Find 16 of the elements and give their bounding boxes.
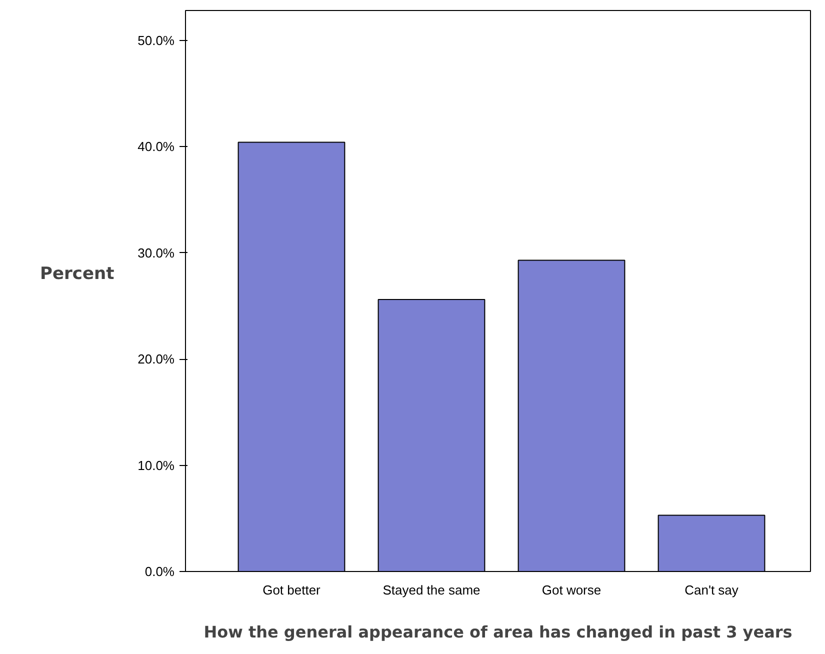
y-tick-label: 10.0% <box>138 458 175 473</box>
y-tick-label: 20.0% <box>138 352 175 366</box>
x-axis-title: How the general appearance of area has changed in past 3 years <box>204 622 792 642</box>
x-tick-label: Can't say <box>684 582 739 598</box>
y-tick-label: 30.0% <box>138 245 175 260</box>
bar <box>238 142 346 572</box>
y-tick-label: 50.0% <box>138 32 175 48</box>
y-tick-label: 40.0% <box>138 139 175 154</box>
y-axis-title: Percent <box>40 263 114 286</box>
bar <box>378 299 486 572</box>
y-tick-label: 0.0% <box>144 564 175 579</box>
bar <box>658 514 766 572</box>
x-tick-label: Stayed the same <box>382 582 480 598</box>
bar <box>518 260 626 572</box>
x-tick-label: Got worse <box>542 582 602 598</box>
x-tick-label: Got better <box>262 582 322 598</box>
